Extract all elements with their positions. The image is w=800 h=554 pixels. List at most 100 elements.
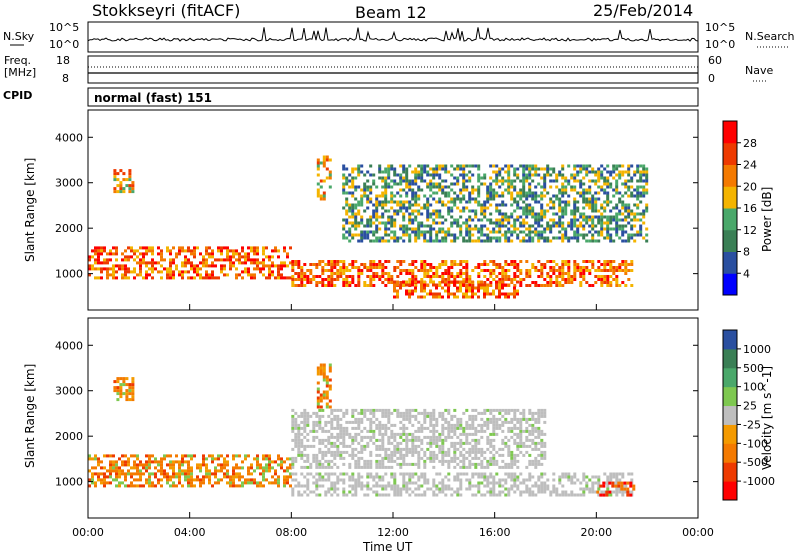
heat-cell [405,462,409,466]
heat-cell [408,281,412,284]
heat-cell [351,411,355,415]
heat-cell [624,490,628,494]
heat-cell [582,218,586,222]
heat-cell [160,249,163,253]
heat-cell [259,484,262,488]
heat-cell [357,411,361,415]
heat-cell [223,457,226,461]
heat-cell [525,275,529,278]
heat-cell [642,167,646,171]
heat-cell [342,173,346,177]
heat-cell [543,179,547,183]
heat-cell [510,429,514,433]
heat-cell [97,478,100,482]
heat-cell [444,179,448,183]
heat-cell [444,475,448,479]
heat-cell [429,450,433,454]
heat-cell [157,463,160,467]
heat-cell [444,453,448,457]
heat-cell [474,239,478,243]
heat-cell [594,230,598,234]
heat-cell [453,218,457,222]
heat-cell [519,481,523,485]
heat-cell [151,267,154,271]
heat-cell [294,284,298,287]
heat-cell [103,478,106,482]
heat-cell [357,185,361,189]
heat-cell [495,283,498,287]
heat-cell [483,224,487,228]
heat-cell [459,481,463,485]
heat-cell [414,203,418,207]
heat-cell [363,435,367,439]
heat-cell [328,366,332,370]
heat-cell [456,236,460,240]
heat-cell [139,258,142,262]
heat-cell [537,239,541,243]
heat-cell [582,487,586,491]
heat-cell [516,227,520,231]
heat-cell [582,472,586,476]
heat-cell [453,176,457,180]
heat-cell [402,459,406,463]
heat-cell [636,185,640,189]
heat-cell [405,487,409,491]
heat-cell [528,224,532,228]
heat-cell [567,475,571,479]
heat-cell [169,475,172,479]
heat-cell [549,197,553,201]
heat-cell [420,472,424,476]
heat-cell [480,450,484,454]
heat-cell [543,490,547,494]
heat-cell [190,267,193,271]
heat-cell [627,472,631,476]
heat-cell [588,206,592,210]
heat-cell [492,292,495,296]
heat-cell [265,478,268,482]
heat-cell [342,167,346,171]
heat-cell [432,212,436,216]
heat-cell [199,273,202,277]
heat-cell [462,239,466,243]
heat-cell [495,230,499,234]
heat-cell [133,249,136,253]
heat-cell [471,173,475,177]
heat-cell [513,221,517,225]
heat-cell [387,227,391,231]
heat-cell [531,462,535,466]
heat-cell [504,215,508,219]
heat-cell [504,218,508,222]
heat-cell [116,380,120,384]
heat-cell [465,280,468,284]
heat-cell [229,484,232,488]
heat-cell [151,454,154,458]
heat-cell [420,263,424,266]
heat-cell [432,426,436,430]
heat-cell [501,478,505,482]
heat-cell [112,460,115,464]
heat-cell [588,218,592,222]
heat-cell [351,438,355,442]
heat-cell [504,179,508,183]
heat-cell [618,236,622,240]
heat-cell [205,264,208,268]
heat-cell [330,450,334,454]
heat-cell [606,478,610,482]
heat-cell [381,272,385,275]
heat-cell [618,266,622,269]
heat-cell [600,233,604,237]
heat-cell [402,215,406,219]
heat-cell [265,463,268,467]
heat-cell [112,454,115,458]
heat-cell [522,441,526,445]
heat-cell [217,469,220,473]
heat-cell [420,441,424,445]
heat-cell [369,487,373,491]
heat-cell [453,441,457,445]
heat-cell [414,438,418,442]
heat-cell [498,423,502,427]
heat-cell [393,432,397,436]
heat-cell [393,224,397,228]
heat-cell [492,278,496,281]
heat-cell [561,233,565,237]
